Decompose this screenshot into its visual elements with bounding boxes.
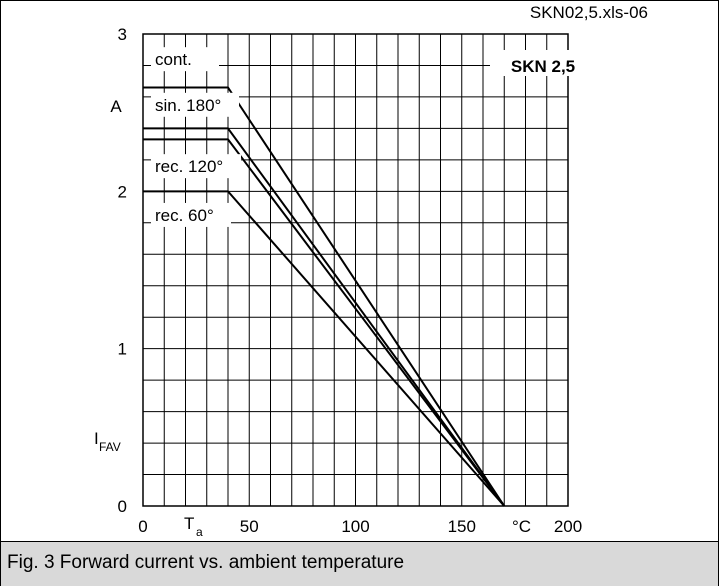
series-label-background — [151, 92, 239, 117]
y-axis-label: I — [94, 429, 99, 448]
y-tick-label: 0 — [118, 497, 127, 516]
x-tick-label: 100 — [341, 517, 369, 536]
y-axis-unit: A — [110, 97, 122, 116]
figure-caption: Fig. 3 Forward current vs. ambient tempe… — [7, 552, 405, 573]
series-label-background — [151, 47, 219, 72]
x-axis-label: T — [184, 514, 194, 533]
y-axis-label-sub: FAV — [99, 440, 121, 454]
series-label: rec. 120° — [155, 157, 223, 176]
chart: 0 50 100 150 200 0 1 2 3 A I FAV T a °C SKN02,5.xls-06 S… — [94, 3, 648, 539]
file-reference: SKN02,5.xls-06 — [530, 3, 648, 22]
series-line-4 — [143, 190, 506, 507]
y-tick-label: 2 — [118, 182, 127, 201]
series-label: cont. — [155, 50, 192, 69]
x-axis-label-sub: a — [196, 525, 203, 539]
series-lines — [143, 86, 506, 507]
y-tick-label: 1 — [118, 340, 127, 359]
x-tick-label: 50 — [240, 517, 259, 536]
series-label: rec. 60° — [155, 206, 214, 225]
series-label: sin. 180° — [155, 96, 221, 115]
x-axis-unit: °C — [512, 517, 531, 536]
series-label-background — [151, 202, 231, 227]
x-tick-label: 200 — [554, 517, 582, 536]
y-tick-label: 3 — [118, 25, 127, 44]
series-line-1 — [143, 86, 506, 507]
chart-title: SKN 2,5 — [511, 57, 575, 76]
title-background — [490, 50, 596, 76]
caption-bar: Fig. 3 Forward current vs. ambient tempe… — [1, 541, 718, 586]
plot-border — [142, 33, 569, 507]
series-line-2 — [143, 127, 506, 507]
series-line-3 — [143, 138, 506, 507]
x-tick-label: 150 — [448, 517, 476, 536]
series-label-background — [151, 154, 241, 179]
x-tick-label: 0 — [138, 517, 147, 536]
